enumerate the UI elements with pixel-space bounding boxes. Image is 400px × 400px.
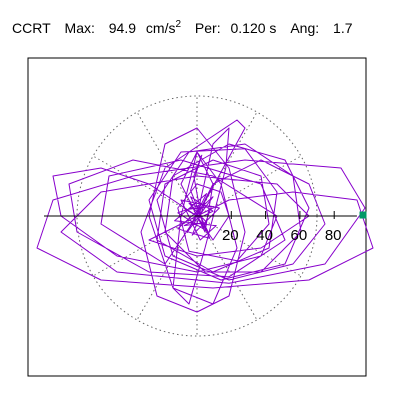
grid-spoke (92, 215, 198, 277)
plot-header: CCRT Max: 94.9 cm/s2 Per: 0.120 s Ang: 1… (12, 16, 353, 40)
grid-spoke (196, 111, 258, 217)
max-unit: cm/s2 (146, 16, 181, 40)
max-unit-exponent: 2 (175, 19, 182, 30)
angle-value: 1.7 (333, 20, 353, 36)
grid-spoke (196, 155, 302, 217)
grid-spoke (136, 215, 198, 321)
orbit-trace-line (36, 119, 374, 313)
max-value: 94.9 (108, 20, 137, 36)
grid-spoke (92, 155, 198, 217)
radial-axis (44, 211, 357, 219)
max-marker (359, 211, 367, 219)
max-unit-text: cm/s (145, 20, 176, 36)
max-label: Max: (64, 20, 95, 36)
max-marker-square (359, 211, 367, 219)
grid-spoke (196, 215, 258, 321)
radial-tick-labels: 20 40 60 80 (222, 227, 342, 244)
radial-tick-label: 20 (222, 227, 239, 244)
radial-tick-label: 60 (291, 227, 308, 244)
radial-tick-label: 80 (325, 227, 342, 244)
angle-label: Ang: (290, 20, 320, 36)
station-code: CCRT (12, 20, 51, 36)
period-label: Per: (194, 20, 221, 36)
orbit-trace (36, 119, 374, 313)
radial-tick-label: 40 (256, 227, 273, 244)
grid-spoke (136, 111, 198, 217)
period-value: 0.120 s (230, 20, 277, 36)
